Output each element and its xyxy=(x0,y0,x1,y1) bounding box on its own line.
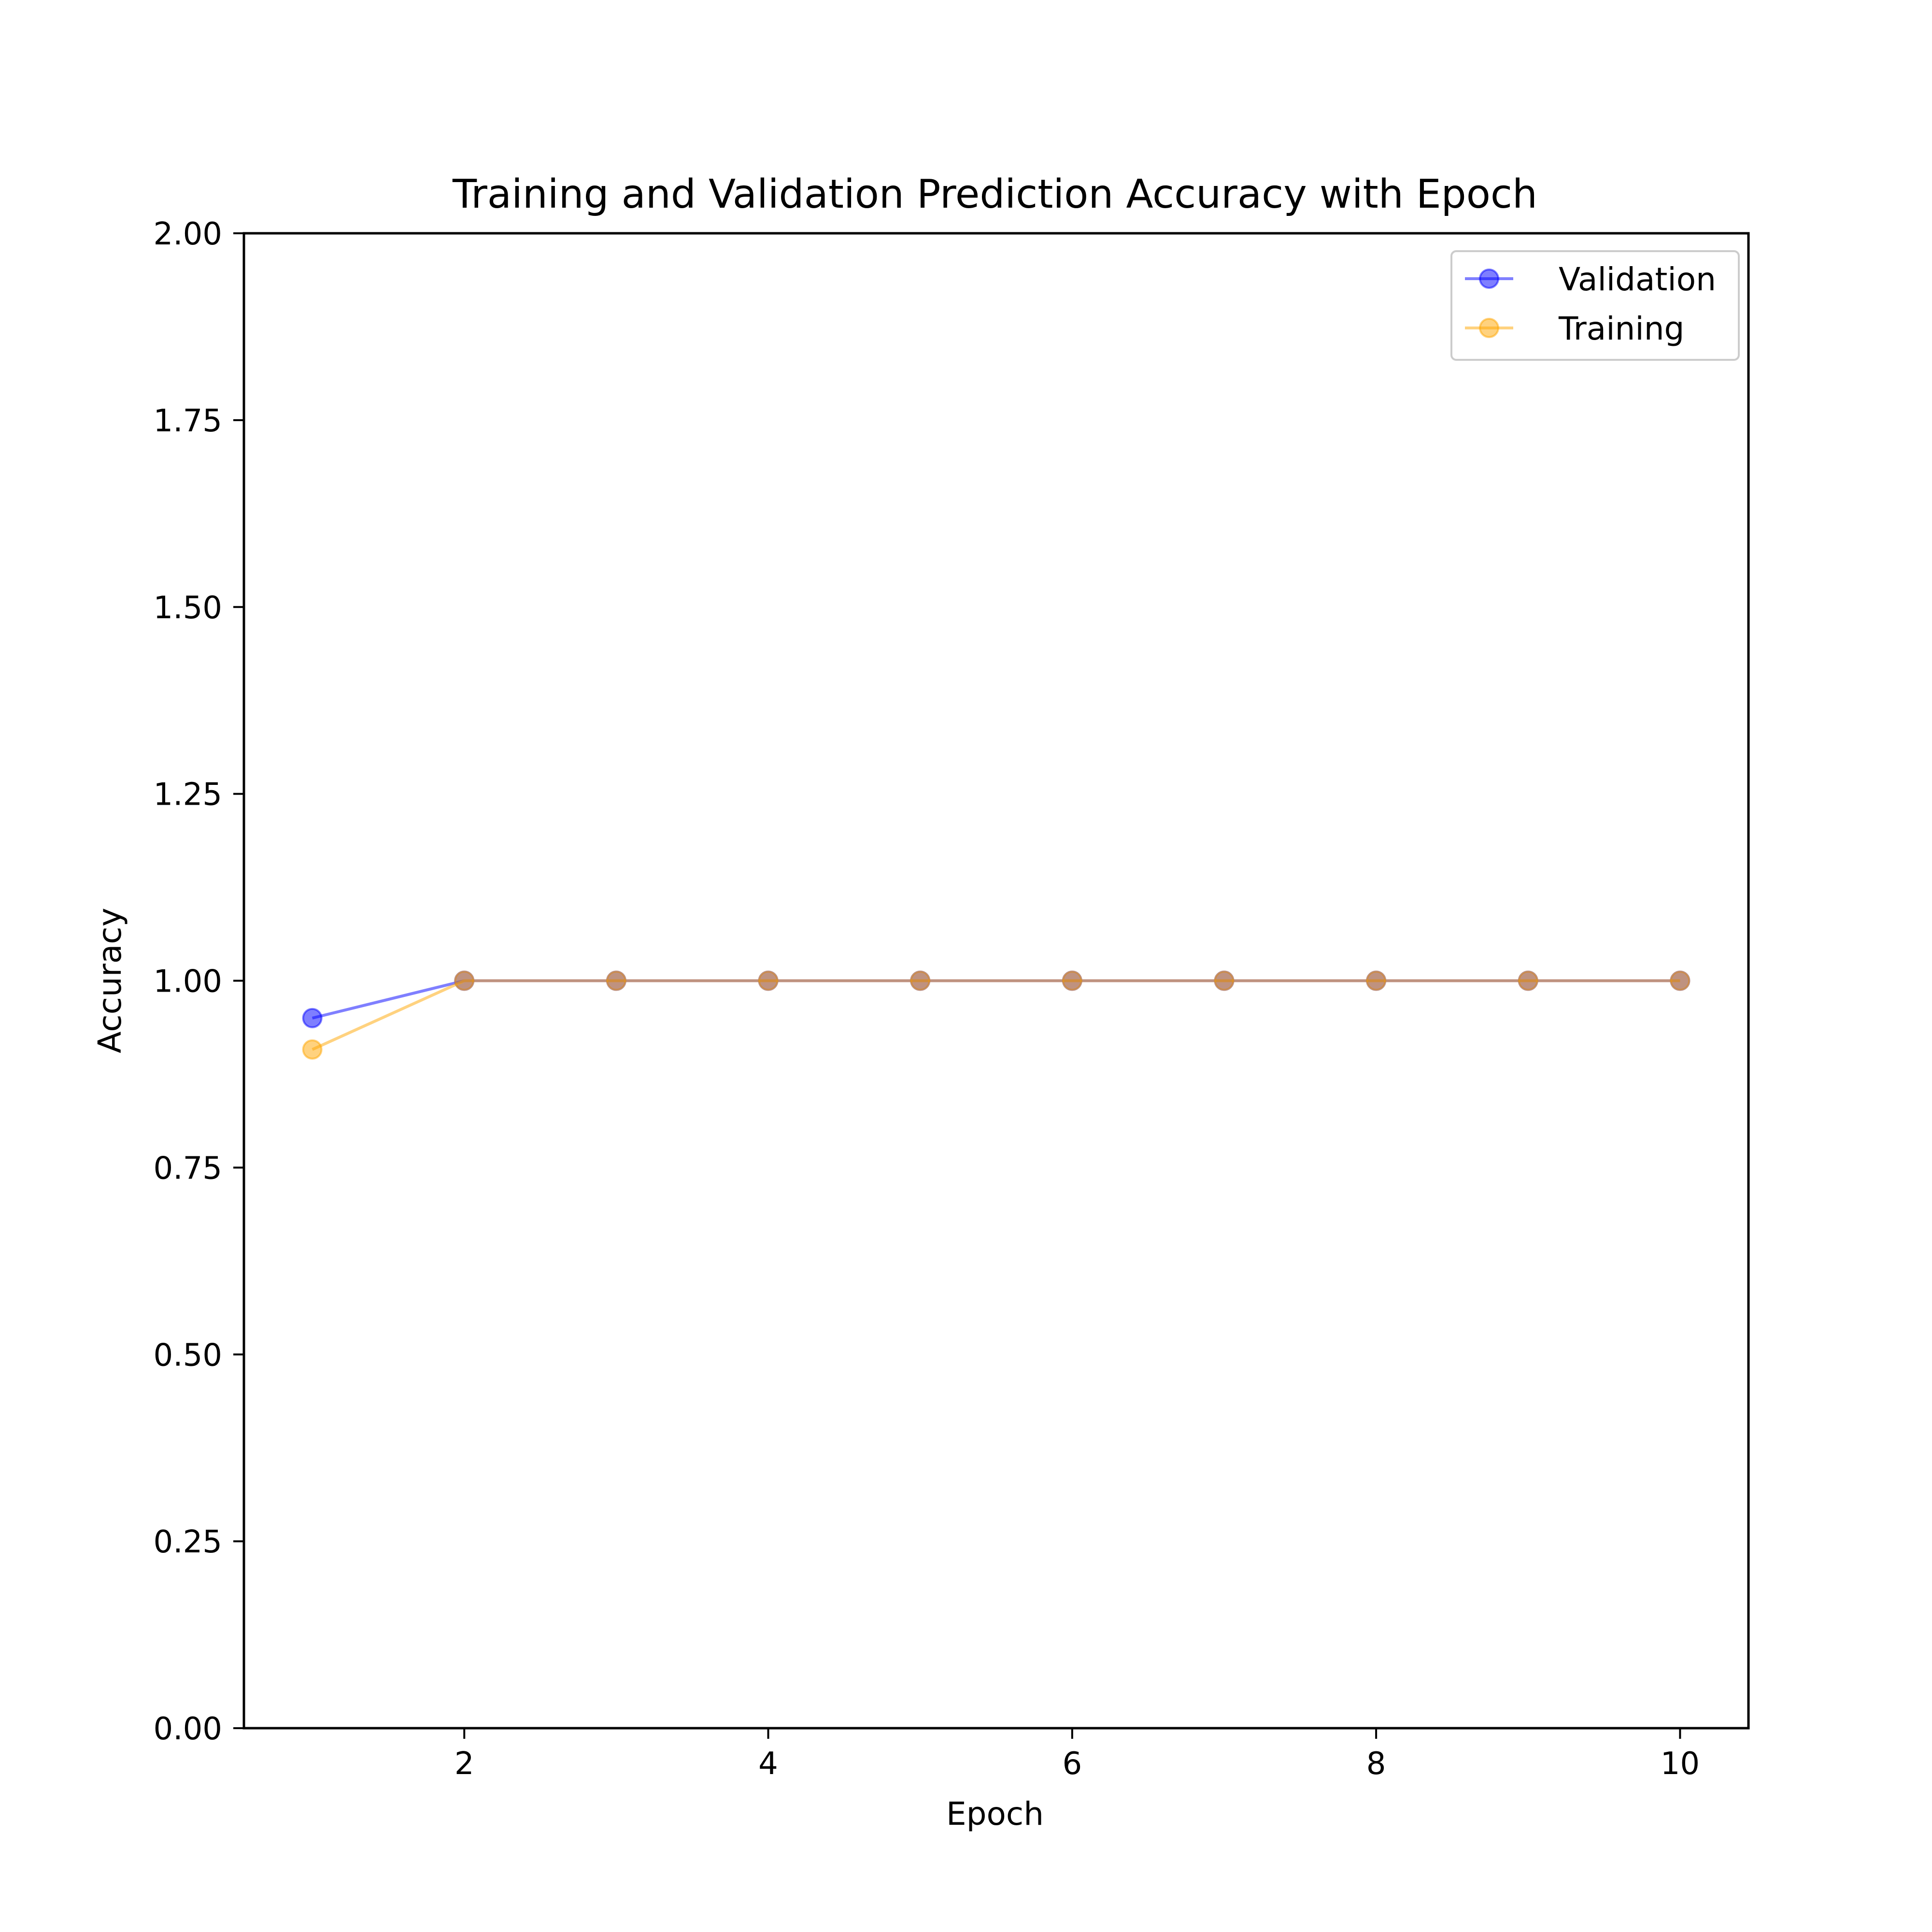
y-tick-label: 0.75 xyxy=(154,1151,223,1186)
training-point xyxy=(1518,970,1538,991)
chart-title: Training and Validation Prediction Accur… xyxy=(452,171,1537,217)
x-tick-label: 2 xyxy=(455,1746,474,1782)
training-point xyxy=(758,970,779,991)
training-point xyxy=(910,970,931,991)
y-tick-label: 1.25 xyxy=(154,777,223,813)
training-point xyxy=(1062,970,1082,991)
axis-layer: 2 4 6 8 10 0.00 0.25 0.50 0.75 1.00 1.25 1.50 1.75 2.… xyxy=(154,216,1700,1782)
y-tick-label: 1.50 xyxy=(154,590,223,626)
x-tick-label: 10 xyxy=(1661,1746,1700,1782)
y-tick-label: 1.00 xyxy=(154,964,223,1000)
plot-layer xyxy=(302,970,1690,1060)
y-tick-label: 0.50 xyxy=(154,1337,223,1373)
training-series xyxy=(302,970,1690,1060)
training-point xyxy=(1214,970,1235,991)
legend-marker xyxy=(1479,318,1499,338)
y-tick-label: 0.00 xyxy=(154,1711,223,1747)
training-point xyxy=(606,970,626,991)
legend-item-training: Training xyxy=(1465,310,1684,347)
legend-label: Validation xyxy=(1559,261,1716,298)
y-tick-label: 0.25 xyxy=(154,1524,223,1560)
legend-box xyxy=(1450,250,1740,361)
training-line xyxy=(312,979,1680,1051)
validation-point xyxy=(302,1008,323,1028)
y-axis-label: Accuracy xyxy=(91,908,128,1053)
legend-item-validation: Validation xyxy=(1465,261,1716,298)
training-point xyxy=(302,1039,323,1060)
x-tick-label: 4 xyxy=(758,1746,778,1782)
y-tick-label: 2.00 xyxy=(154,216,223,252)
training-point xyxy=(1670,970,1690,991)
x-tick-label: 6 xyxy=(1062,1746,1082,1782)
legend: Validation Training xyxy=(1450,250,1740,361)
x-tick-label: 8 xyxy=(1366,1746,1386,1782)
y-tick-label: 1.75 xyxy=(154,403,223,439)
legend-marker xyxy=(1479,269,1499,289)
x-axis-label: Epoch xyxy=(946,1795,1044,1833)
legend-label: Training xyxy=(1558,310,1684,347)
training-point xyxy=(454,970,475,991)
training-point xyxy=(1366,970,1387,991)
